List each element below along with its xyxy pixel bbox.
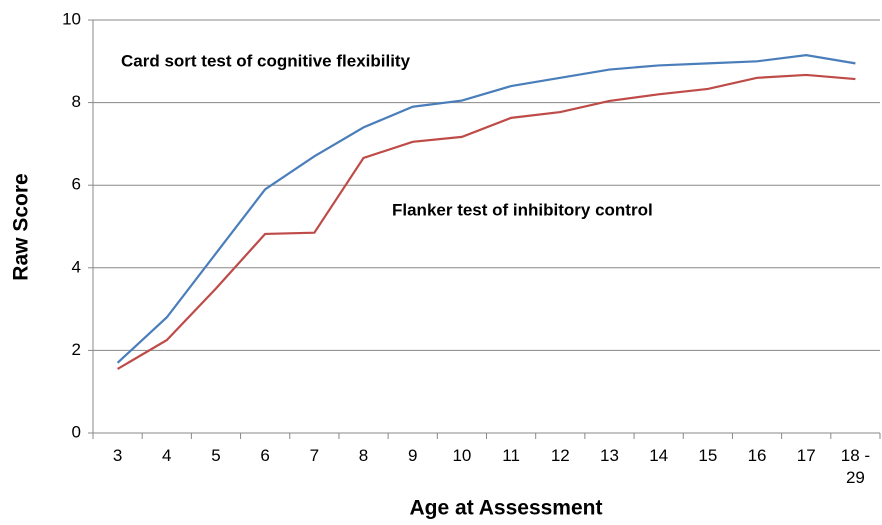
- y-tick-label: 4: [72, 257, 81, 276]
- line: [117, 73, 856, 370]
- x-tick-label: 10: [452, 446, 472, 465]
- x-tick-label: 8: [358, 446, 369, 465]
- x-tick-label: 9: [407, 446, 418, 465]
- x-tick-label: 12: [550, 446, 570, 465]
- y-tick-label: 8: [72, 92, 81, 111]
- x-tick-label: 13: [600, 446, 619, 465]
- x-tick-label: 17: [796, 446, 816, 465]
- y-tick-label: 2: [72, 340, 81, 359]
- annotation: Flanker test of inhibitory control: [392, 200, 653, 219]
- x-tick-label: 5: [211, 446, 221, 465]
- x-tick-label: 16: [747, 446, 767, 465]
- x-axis-title: Age at Assessment: [410, 497, 603, 520]
- x-tick-label: 18 - 29: [840, 446, 871, 487]
- x-tick-label: 14: [649, 446, 669, 465]
- x-tick-label: 11: [502, 446, 520, 465]
- x-tick-label: 6: [260, 446, 270, 465]
- y-axis-title: Raw Score: [10, 173, 33, 280]
- x-tick-label: 4: [162, 446, 172, 465]
- annotation: Card sort test of cognitive flexibility: [121, 51, 411, 70]
- y-tick-label: 10: [62, 9, 81, 28]
- y-tick-label: 6: [72, 175, 81, 194]
- line: [116, 53, 856, 364]
- x-tick-label: 15: [698, 446, 718, 465]
- x-tick-label: 3: [112, 446, 123, 465]
- y-tick-label: 0: [72, 422, 81, 441]
- x-tick-label: 7: [309, 446, 320, 465]
